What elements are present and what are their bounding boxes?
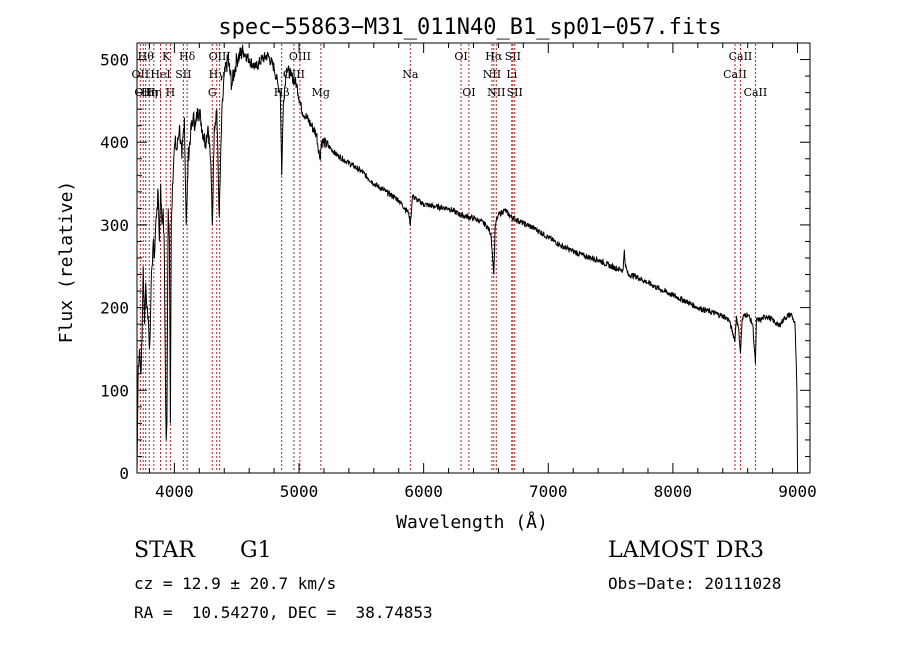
y-axis-label: Flux (relative) <box>56 181 77 344</box>
marker-label-10: G <box>208 86 217 99</box>
y-tick-label-1: 100 <box>100 381 129 400</box>
x-tick-label-5: 9000 <box>778 482 817 501</box>
axis-ticks: 4000 5000 6000 7000 8000 9000 0 100 200 300 400 500 <box>100 42 817 501</box>
x-tick-label-4: 8000 <box>654 482 693 501</box>
marker-label-27: CaII <box>729 50 753 63</box>
marker-label-25: SII <box>507 86 523 99</box>
marker-label-15: OIII <box>289 50 311 63</box>
marker-label-18: OI <box>454 50 467 63</box>
plot-frame <box>136 42 811 474</box>
y-tick-label-2: 200 <box>100 299 129 318</box>
marker-label-21: Hα <box>485 50 503 63</box>
marker-label-3: Hη <box>141 86 157 99</box>
x-tick-label-0: 4000 <box>155 482 194 501</box>
marker-label-24: SII <box>505 50 521 63</box>
y-tick-label-0: 0 <box>119 464 129 483</box>
x-tick-label-1: 5000 <box>280 482 319 501</box>
marker-label-1: OII <box>134 86 152 99</box>
marker-label-2: Hθ <box>138 50 155 63</box>
marker-label-5: HeI <box>150 68 170 81</box>
x-tick-label-3: 7000 <box>529 482 568 501</box>
marker-label-17: Na <box>402 68 419 81</box>
obs-date-text: Obs−Date: 20111028 <box>608 574 782 593</box>
marker-label-11: Hγ <box>209 68 226 81</box>
marker-label-28: CaII <box>744 86 768 99</box>
marker-label-12: OIII <box>209 50 231 63</box>
y-tick-label-4: 400 <box>100 133 129 152</box>
spectrum-line <box>136 44 798 474</box>
marker-label-20: NII <box>483 68 501 81</box>
marker-label-8: SII <box>175 68 191 81</box>
marker-label-9: Hδ <box>179 50 196 63</box>
x-tick-label-2: 6000 <box>404 482 443 501</box>
coords-text: RA = 10.54270, DEC = 38.74853 <box>134 603 433 622</box>
y-tick-label-3: 300 <box>100 216 129 235</box>
y-tick-label-5: 500 <box>100 51 129 70</box>
marker-label-7: H <box>166 86 176 99</box>
marker-label-13: Hβ <box>274 86 290 99</box>
survey-label: LAMOST DR3 <box>608 538 764 563</box>
x-axis-label: Wavelength (Å) <box>396 511 548 533</box>
subclass-label: G1 <box>240 538 272 563</box>
velocity-text: cz = 12.9 ± 20.7 km/s <box>134 574 337 593</box>
spectral-line-markers: OIIOIIHθHηHηHeIKHSIIHδGHγOIIIHβOIIIOIIIM… <box>132 44 768 472</box>
chart-title: spec−55863−M31_011N40_B1_sp01−057.fits <box>218 15 721 40</box>
class-label: STAR <box>134 538 195 563</box>
marker-label-22: NII <box>487 86 505 99</box>
marker-label-26: CaII <box>723 68 747 81</box>
marker-label-6: K <box>162 50 171 63</box>
marker-label-19: OI <box>462 86 475 99</box>
marker-label-0: OII <box>132 68 150 81</box>
marker-label-4: Hη <box>146 86 162 99</box>
marker-label-23: Li <box>506 68 517 81</box>
marker-label-16: Mg <box>312 86 330 99</box>
